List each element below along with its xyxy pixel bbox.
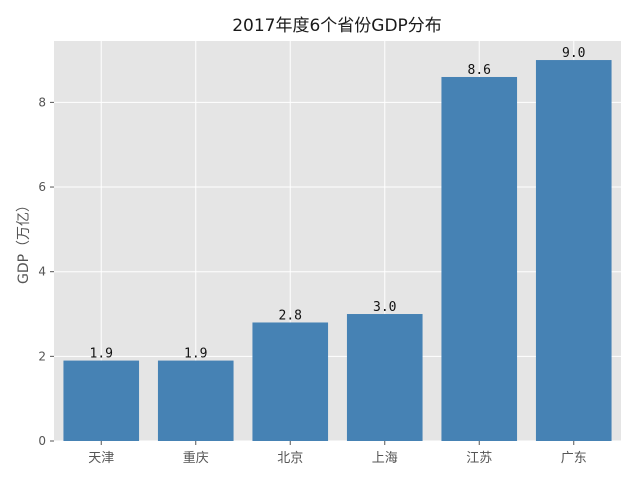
x-tick-label: 广东: [561, 451, 587, 466]
bar: [441, 76, 518, 442]
y-axis-label: GDP（万亿）: [16, 198, 32, 284]
y-tick-label: 0: [38, 434, 46, 448]
data-label: 1.9: [90, 347, 113, 362]
y-tick-label: 6: [38, 180, 46, 194]
bar: [252, 322, 329, 441]
data-label: 9.0: [562, 46, 585, 61]
x-axis-ticks: 天津 重庆 北京 上海 江苏 广东: [88, 441, 587, 466]
grid-lines: [54, 41, 621, 442]
bar: [63, 360, 140, 441]
bars: [63, 60, 612, 442]
x-tick-label: 天津: [88, 451, 114, 466]
x-tick-label: 重庆: [183, 450, 209, 466]
data-label: 8.6: [468, 63, 491, 78]
y-tick-label: 2: [38, 349, 46, 363]
data-labels: 1.9 1.9 2.8 3.0 8.6 9.0: [90, 46, 586, 362]
bar: [157, 360, 234, 441]
x-tick-label: 上海: [372, 451, 398, 466]
chart-title: 2017年度6个省份GDP分布: [232, 16, 442, 36]
y-axis-ticks: 0 2 4 6 8: [38, 95, 54, 448]
bar: [535, 60, 612, 442]
data-label: 3.0: [373, 300, 396, 315]
x-tick-label: 北京: [277, 451, 303, 466]
plot-background: [54, 41, 621, 441]
y-tick-label: 4: [38, 265, 46, 279]
bar: [346, 314, 423, 441]
x-tick-label: 江苏: [466, 450, 492, 466]
y-tick-label: 8: [38, 95, 46, 109]
data-label: 1.9: [184, 347, 207, 362]
data-label: 2.8: [279, 308, 302, 323]
